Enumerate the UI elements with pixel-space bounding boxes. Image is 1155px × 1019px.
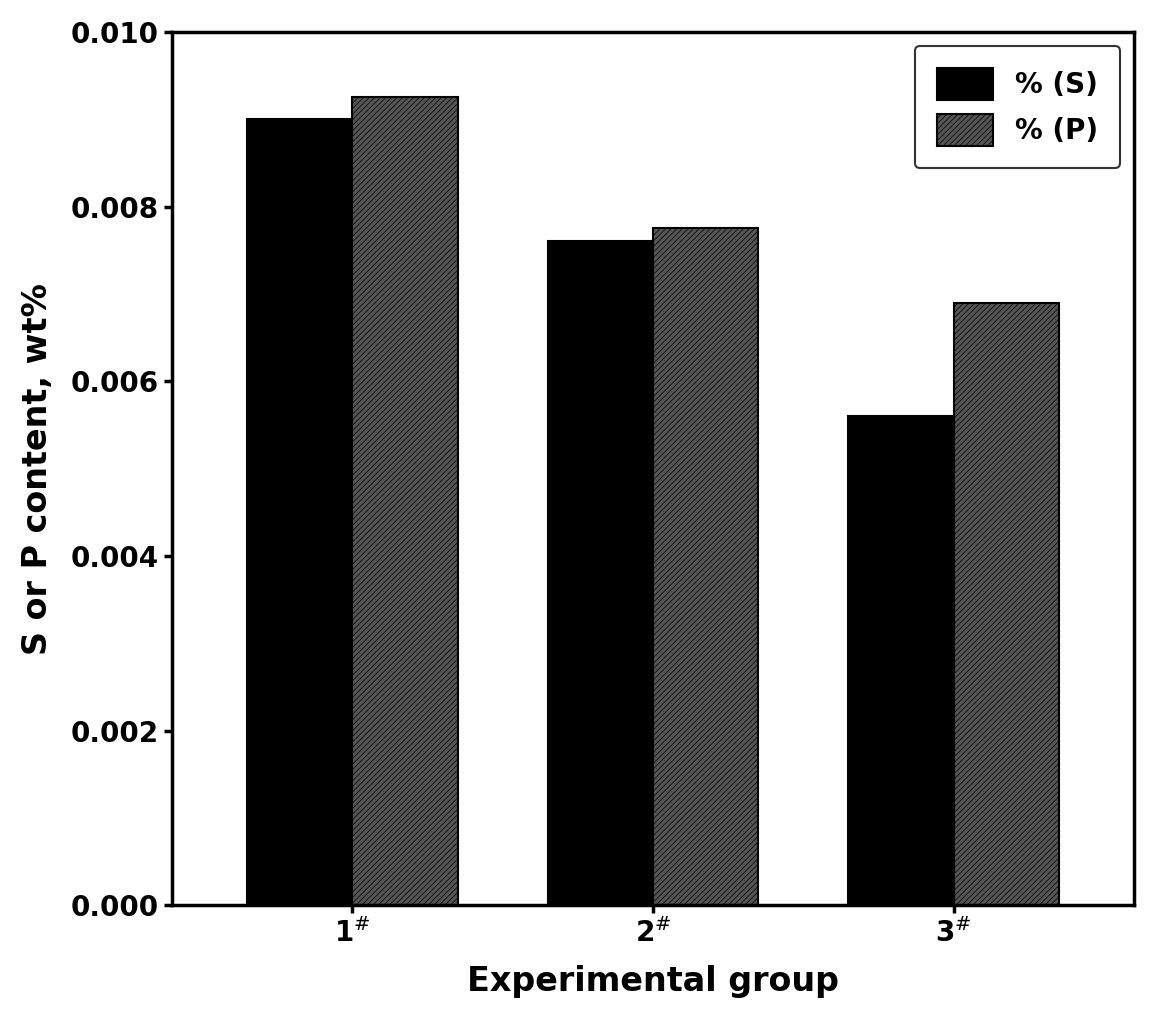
Bar: [352, 98, 457, 906]
Bar: [653, 228, 758, 906]
X-axis label: Experimental group: Experimental group: [467, 965, 839, 999]
Bar: [954, 303, 1059, 906]
Y-axis label: S or P content, wt%: S or P content, wt%: [21, 282, 54, 654]
Bar: [247, 119, 352, 906]
Legend: % (S), % (P): % (S), % (P): [915, 46, 1120, 168]
Bar: [547, 242, 653, 906]
Bar: [849, 416, 954, 906]
